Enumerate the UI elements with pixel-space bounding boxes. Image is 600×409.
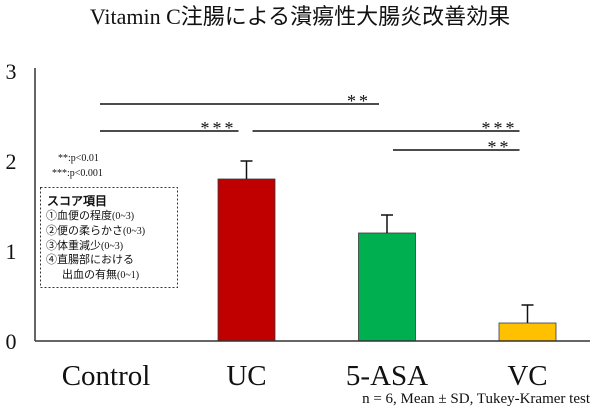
score-item-1-range: (0~3) xyxy=(112,211,134,222)
score-item-2-range: (0~3) xyxy=(123,226,145,237)
y-tick-label-0: 0 xyxy=(6,329,17,354)
score-item-4: ④直腸部における xyxy=(46,252,134,266)
y-tick-label-2: 2 xyxy=(6,149,17,174)
score-item-4-label: ④直腸部における xyxy=(46,252,134,266)
category-label-vc: VC xyxy=(507,360,547,392)
bars xyxy=(217,160,557,342)
score-item-3: ③体重減少(0~3) xyxy=(46,238,123,252)
chart-title: Vitamin C注腸による潰瘍性大腸炎改善効果 xyxy=(90,4,510,29)
significance-label-3: *** xyxy=(482,118,518,138)
score-item-3-label: ③体重減少 xyxy=(46,238,101,252)
score-item-1: ①血便の程度(0~3) xyxy=(46,208,134,222)
p-value-note-2: ***:p<0.001 xyxy=(52,168,103,179)
score-item-4-continued: 出血の有無(0~1) xyxy=(62,267,139,281)
y-tick-labels: 0 1 2 3 xyxy=(6,59,17,354)
score-item-2: ②便の柔らかさ(0~3) xyxy=(46,224,145,237)
bar-5-asa xyxy=(358,232,416,342)
category-label-5-asa: 5-ASA xyxy=(346,360,428,392)
category-label-uc: UC xyxy=(226,360,266,392)
footnote: n = 6, Mean ± SD, Tukey-Kramer test xyxy=(362,391,591,407)
score-item-4-range: (0~1) xyxy=(117,270,139,281)
y-tick-label-1: 1 xyxy=(6,239,17,264)
significance-brackets: ***** ***** xyxy=(100,91,520,157)
y-tick-label-3: 3 xyxy=(6,59,17,84)
bar-uc xyxy=(217,178,276,342)
bar-vc xyxy=(498,322,557,342)
category-labels: Control UC 5-ASA VC xyxy=(62,360,548,392)
score-item-1-label: ①血便の程度 xyxy=(46,208,112,222)
significance-label-1: ** xyxy=(347,91,371,111)
score-item-3-range: (0~3) xyxy=(101,241,123,252)
score-legend-title: スコア項目 xyxy=(47,194,107,208)
score-legend-border xyxy=(40,187,178,288)
score-item-4-continued-label: 出血の有無 xyxy=(62,267,117,281)
p-value-note-1: **:p<0.01 xyxy=(58,153,99,164)
significance-label-4: ** xyxy=(488,137,512,157)
significance-label-2: *** xyxy=(201,118,237,138)
score-legend-box: スコア項目 ①血便の程度(0~3) ②便の柔らかさ(0~3) ③体重減少(0~3… xyxy=(40,187,178,288)
score-item-2-label: ②便の柔らかさ xyxy=(46,224,123,237)
category-label-control: Control xyxy=(62,360,151,392)
